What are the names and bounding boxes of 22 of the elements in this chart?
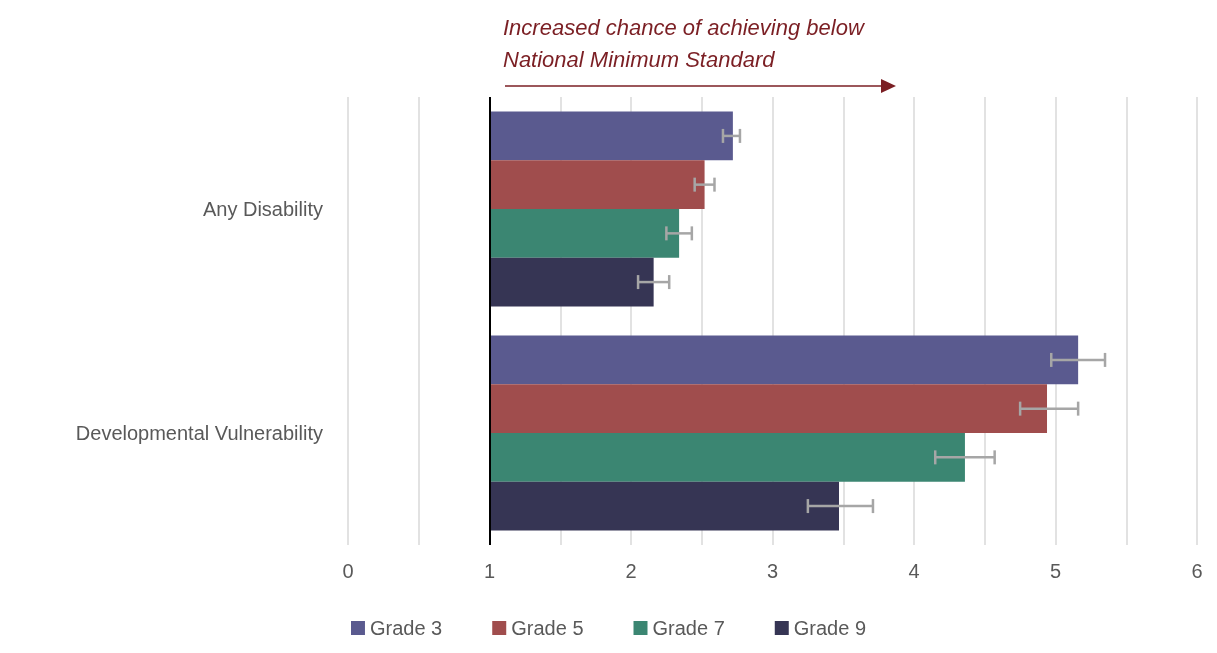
bar bbox=[489, 481, 840, 531]
legend-label: Grade 7 bbox=[652, 617, 725, 639]
bar bbox=[489, 257, 654, 307]
legend-label: Grade 5 bbox=[511, 617, 584, 639]
bar bbox=[489, 160, 705, 209]
bar bbox=[489, 335, 1079, 385]
x-tick-label: 1 bbox=[483, 560, 496, 582]
bar bbox=[489, 209, 680, 258]
y-tick-label: Developmental Vulnerability bbox=[75, 422, 323, 444]
legend-label: Grade 9 bbox=[793, 617, 867, 639]
x-tick-label: 4 bbox=[908, 560, 920, 582]
x-tick-label: 3 bbox=[766, 560, 779, 582]
x-tick-label: 0 bbox=[342, 560, 354, 582]
text: Increased chance of achieving below National Minimum Standard bbox=[503, 14, 866, 74]
legend-label: Grade 3 bbox=[369, 617, 443, 639]
x-tick-label: 5 bbox=[1049, 560, 1062, 582]
bar bbox=[489, 384, 1048, 433]
y-tick-label: Any Disability bbox=[202, 198, 323, 220]
bar bbox=[489, 433, 965, 482]
bar bbox=[489, 111, 733, 161]
x-tick-label: 2 bbox=[625, 560, 637, 582]
x-tick-label: 6 bbox=[1191, 560, 1203, 582]
